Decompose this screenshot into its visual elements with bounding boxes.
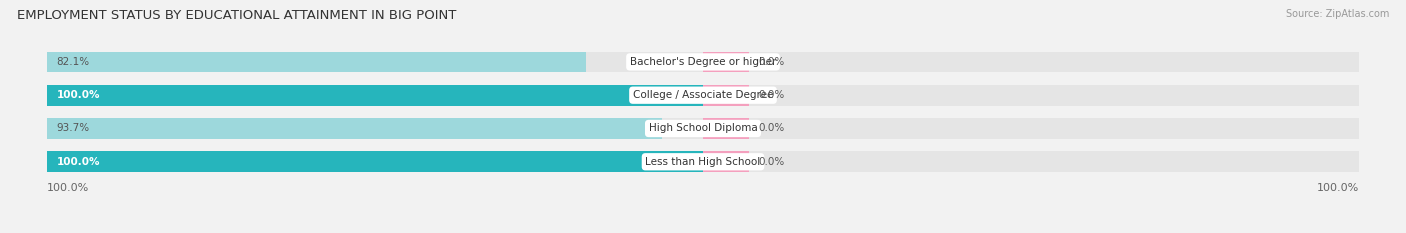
Bar: [703, 51, 749, 72]
Bar: [703, 85, 749, 106]
Text: 82.1%: 82.1%: [56, 57, 90, 67]
Text: Bachelor's Degree or higher: Bachelor's Degree or higher: [630, 57, 776, 67]
Bar: [703, 151, 749, 172]
Bar: [46, 151, 1360, 172]
Bar: [46, 118, 1360, 139]
Text: 0.0%: 0.0%: [759, 123, 785, 134]
Text: 100.0%: 100.0%: [56, 90, 100, 100]
Bar: [46, 151, 703, 172]
Text: 100.0%: 100.0%: [1317, 183, 1360, 193]
Bar: [46, 85, 703, 106]
Text: College / Associate Degree: College / Associate Degree: [633, 90, 773, 100]
Text: 93.7%: 93.7%: [56, 123, 90, 134]
Bar: [46, 118, 662, 139]
Text: 0.0%: 0.0%: [759, 157, 785, 167]
Bar: [703, 118, 749, 139]
Bar: [46, 85, 1360, 106]
Text: 0.0%: 0.0%: [759, 90, 785, 100]
Text: High School Diploma: High School Diploma: [648, 123, 758, 134]
Text: Source: ZipAtlas.com: Source: ZipAtlas.com: [1285, 9, 1389, 19]
Text: EMPLOYMENT STATUS BY EDUCATIONAL ATTAINMENT IN BIG POINT: EMPLOYMENT STATUS BY EDUCATIONAL ATTAINM…: [17, 9, 456, 22]
Text: 100.0%: 100.0%: [46, 183, 89, 193]
Bar: [46, 51, 1360, 72]
Text: Less than High School: Less than High School: [645, 157, 761, 167]
Bar: [46, 51, 585, 72]
Text: 0.0%: 0.0%: [759, 57, 785, 67]
Text: 100.0%: 100.0%: [56, 157, 100, 167]
